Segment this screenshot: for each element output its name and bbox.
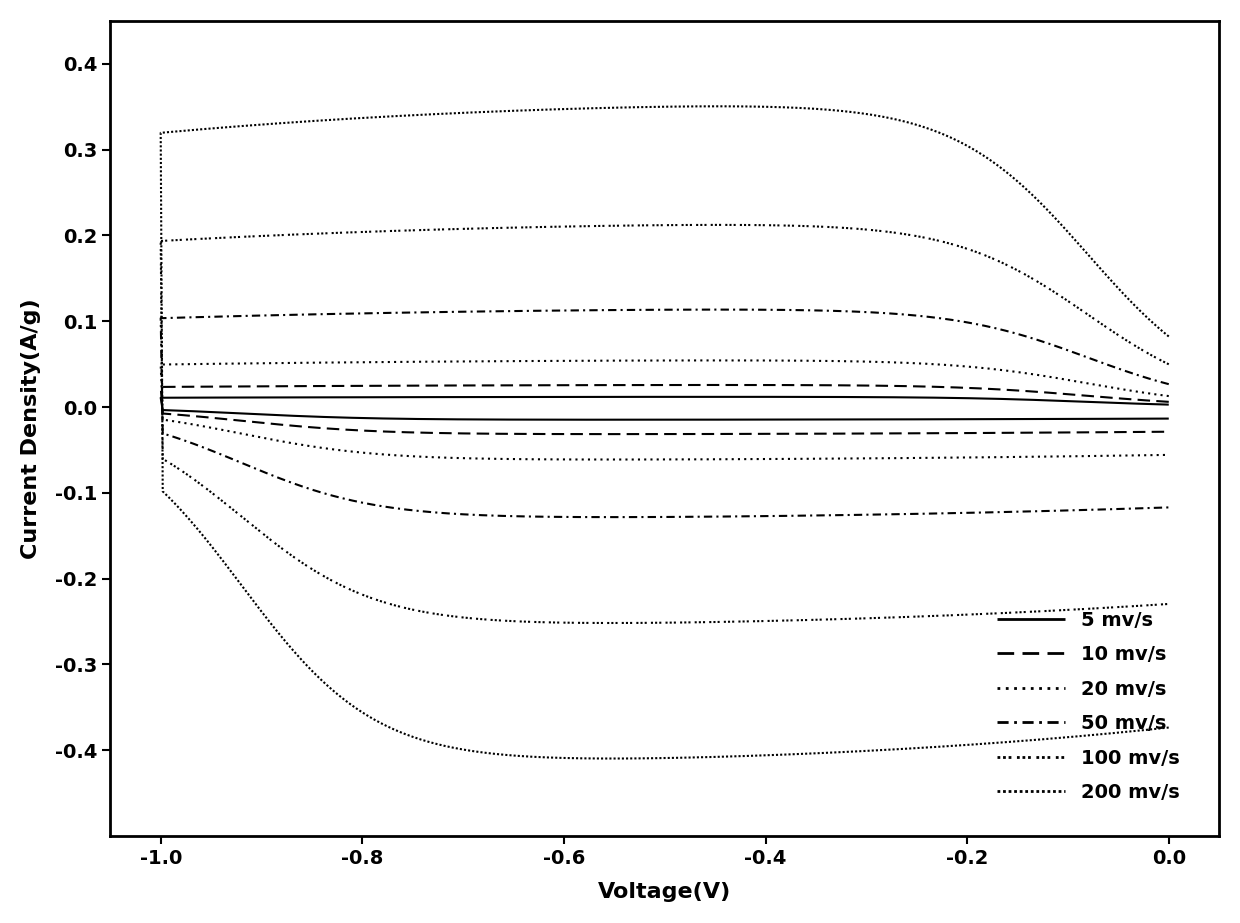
10 mv/s <box>604 428 619 439</box>
5 mv/s <box>955 414 970 425</box>
100 mv/s <box>996 258 1011 269</box>
20 mv/s <box>996 365 1011 376</box>
20 mv/s <box>1003 451 1018 462</box>
10 mv/s <box>711 379 725 390</box>
100 mv/s <box>322 574 337 585</box>
200 mv/s <box>1003 737 1018 748</box>
50 mv/s <box>553 511 568 522</box>
100 mv/s <box>1162 359 1177 370</box>
50 mv/s <box>604 511 619 522</box>
20 mv/s <box>604 454 619 465</box>
5 mv/s <box>768 414 782 426</box>
100 mv/s <box>553 617 568 629</box>
200 mv/s <box>955 739 970 750</box>
Line: 100 mv/s: 100 mv/s <box>161 225 1169 623</box>
5 mv/s <box>1162 399 1177 410</box>
10 mv/s <box>1162 396 1177 407</box>
Legend: 5 mv/s, 10 mv/s, 20 mv/s, 50 mv/s, 100 mv/s, 200 mv/s: 5 mv/s, 10 mv/s, 20 mv/s, 50 mv/s, 100 m… <box>990 603 1187 810</box>
200 mv/s <box>1162 331 1177 342</box>
10 mv/s <box>996 384 1011 395</box>
50 mv/s <box>1003 507 1018 518</box>
5 mv/s <box>711 391 725 402</box>
Y-axis label: Current Density(A/g): Current Density(A/g) <box>21 298 41 558</box>
100 mv/s <box>768 616 782 627</box>
20 mv/s <box>955 452 970 463</box>
10 mv/s <box>768 428 782 439</box>
5 mv/s <box>604 414 619 426</box>
20 mv/s <box>1162 390 1177 402</box>
Line: 50 mv/s: 50 mv/s <box>161 309 1169 517</box>
200 mv/s <box>553 752 568 763</box>
5 mv/s <box>553 414 568 426</box>
5 mv/s <box>996 393 1011 404</box>
20 mv/s <box>711 354 725 366</box>
200 mv/s <box>1162 722 1177 733</box>
100 mv/s <box>1003 607 1018 618</box>
5 mv/s <box>1162 414 1177 425</box>
50 mv/s <box>955 508 970 519</box>
50 mv/s <box>322 489 337 500</box>
50 mv/s <box>711 304 725 315</box>
100 mv/s <box>604 617 619 629</box>
Line: 200 mv/s: 200 mv/s <box>161 106 1169 759</box>
X-axis label: Voltage(V): Voltage(V) <box>598 882 732 902</box>
10 mv/s <box>955 427 970 438</box>
50 mv/s <box>1162 378 1177 390</box>
5 mv/s <box>322 412 337 423</box>
10 mv/s <box>322 423 337 434</box>
100 mv/s <box>955 609 970 620</box>
200 mv/s <box>768 749 782 761</box>
50 mv/s <box>1162 502 1177 513</box>
200 mv/s <box>711 101 725 112</box>
200 mv/s <box>604 753 619 764</box>
20 mv/s <box>1162 450 1177 461</box>
Line: 20 mv/s: 20 mv/s <box>161 360 1169 460</box>
200 mv/s <box>322 683 337 694</box>
100 mv/s <box>711 220 725 231</box>
Line: 10 mv/s: 10 mv/s <box>161 385 1169 434</box>
100 mv/s <box>1162 598 1177 609</box>
10 mv/s <box>553 428 568 439</box>
10 mv/s <box>1003 427 1018 438</box>
20 mv/s <box>553 454 568 465</box>
20 mv/s <box>768 453 782 464</box>
50 mv/s <box>768 510 782 521</box>
Line: 5 mv/s: 5 mv/s <box>161 397 1169 420</box>
50 mv/s <box>996 325 1011 336</box>
20 mv/s <box>322 443 337 454</box>
5 mv/s <box>1003 414 1018 425</box>
200 mv/s <box>996 164 1011 175</box>
10 mv/s <box>1162 426 1177 438</box>
